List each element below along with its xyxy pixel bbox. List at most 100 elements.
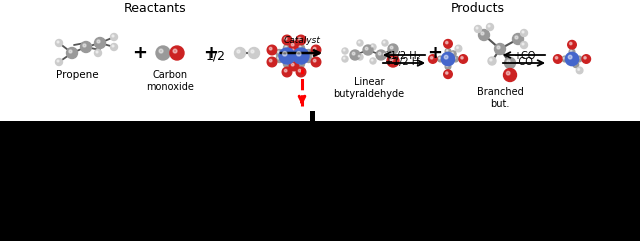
Circle shape (268, 45, 277, 55)
FancyBboxPatch shape (0, 0, 310, 121)
Circle shape (495, 43, 506, 54)
Circle shape (573, 62, 579, 67)
Circle shape (276, 55, 283, 62)
Circle shape (444, 70, 452, 79)
Circle shape (370, 44, 376, 50)
Circle shape (444, 55, 448, 59)
Circle shape (554, 55, 562, 63)
Circle shape (497, 46, 500, 49)
Circle shape (343, 57, 345, 59)
Circle shape (577, 57, 579, 59)
Circle shape (358, 55, 360, 57)
Circle shape (445, 48, 451, 54)
Circle shape (285, 62, 287, 64)
Text: Carbon
monoxide: Carbon monoxide (146, 70, 194, 92)
Circle shape (371, 45, 373, 47)
Circle shape (298, 45, 305, 52)
Circle shape (383, 53, 385, 55)
Circle shape (292, 59, 294, 61)
Circle shape (562, 56, 568, 62)
Circle shape (388, 44, 398, 54)
Circle shape (522, 43, 524, 45)
Circle shape (578, 68, 580, 70)
Circle shape (291, 63, 294, 66)
Circle shape (95, 38, 106, 48)
Circle shape (439, 57, 440, 59)
Circle shape (520, 29, 527, 36)
Circle shape (173, 49, 177, 53)
Circle shape (96, 51, 98, 53)
Circle shape (314, 59, 316, 62)
Circle shape (56, 59, 63, 66)
Circle shape (284, 69, 287, 72)
Circle shape (447, 65, 448, 67)
Circle shape (488, 57, 496, 65)
Circle shape (447, 50, 448, 51)
Circle shape (291, 43, 294, 46)
Circle shape (57, 41, 59, 43)
Circle shape (582, 55, 591, 63)
Circle shape (445, 41, 448, 44)
Circle shape (429, 55, 437, 63)
Circle shape (476, 27, 478, 29)
Circle shape (350, 50, 360, 60)
Circle shape (451, 51, 456, 57)
Circle shape (289, 41, 299, 51)
Circle shape (371, 59, 373, 61)
Circle shape (565, 52, 579, 66)
Circle shape (285, 46, 287, 48)
Circle shape (504, 68, 516, 81)
Circle shape (365, 47, 368, 50)
Circle shape (278, 51, 280, 53)
Circle shape (382, 40, 388, 46)
Circle shape (556, 57, 557, 59)
Circle shape (504, 58, 515, 68)
Circle shape (299, 62, 301, 64)
Circle shape (97, 40, 100, 43)
Circle shape (342, 48, 348, 54)
Circle shape (248, 47, 259, 59)
Circle shape (382, 52, 388, 58)
Circle shape (452, 56, 458, 62)
Circle shape (576, 56, 582, 62)
Circle shape (57, 60, 59, 62)
Circle shape (568, 40, 576, 49)
Circle shape (234, 47, 246, 59)
Circle shape (490, 59, 492, 61)
Circle shape (69, 50, 72, 53)
Circle shape (343, 49, 345, 51)
Circle shape (298, 60, 305, 67)
Text: Propene: Propene (56, 70, 99, 80)
Circle shape (299, 46, 301, 48)
Text: +: + (428, 44, 442, 62)
Circle shape (170, 46, 184, 60)
Circle shape (520, 41, 527, 48)
Circle shape (357, 40, 363, 46)
Circle shape (81, 41, 92, 53)
Circle shape (268, 57, 277, 67)
Circle shape (292, 49, 294, 51)
Circle shape (291, 47, 298, 54)
Circle shape (390, 58, 393, 61)
Circle shape (314, 47, 316, 50)
Circle shape (363, 45, 373, 55)
Circle shape (376, 50, 386, 60)
FancyBboxPatch shape (315, 0, 640, 121)
Circle shape (454, 57, 456, 59)
Circle shape (269, 59, 272, 62)
Circle shape (284, 37, 287, 40)
Circle shape (486, 24, 493, 31)
Circle shape (456, 47, 458, 48)
Circle shape (584, 57, 586, 59)
Text: 1/2: 1/2 (206, 49, 226, 62)
Circle shape (282, 35, 292, 45)
Text: Reactants: Reactants (124, 2, 186, 15)
Circle shape (112, 35, 114, 37)
Circle shape (95, 49, 102, 56)
Text: Branched
but.: Branched but. (477, 87, 524, 109)
Circle shape (358, 41, 360, 43)
Circle shape (390, 46, 393, 49)
Circle shape (378, 52, 381, 55)
Circle shape (284, 45, 291, 52)
Circle shape (269, 47, 272, 50)
